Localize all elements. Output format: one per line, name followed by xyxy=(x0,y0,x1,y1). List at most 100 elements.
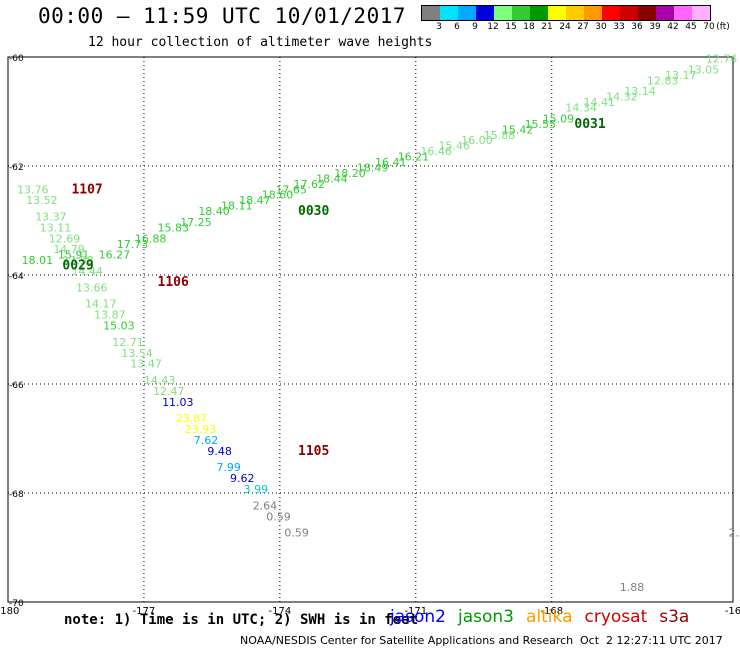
track-time-label: 1106 xyxy=(158,275,189,290)
swh-data-label: 18.60 xyxy=(262,189,294,202)
swh-data-label: 13.11 xyxy=(40,221,72,234)
swh-data-label: 15.55 xyxy=(525,118,557,131)
swh-data-label: 12.83 xyxy=(647,74,679,87)
legend-label: 18 xyxy=(523,22,535,32)
track-time-label: 1105 xyxy=(298,444,329,459)
legend-swatch xyxy=(458,6,476,20)
color-scale-legend xyxy=(421,5,711,21)
swh-data-label: 15.46 xyxy=(438,140,470,153)
swh-data-label: 14.41 xyxy=(583,96,615,109)
legend-swatch xyxy=(566,6,584,20)
swh-data-label: 23.87 xyxy=(176,412,208,425)
legend-swatch xyxy=(602,6,620,20)
swh-data-label: 17.25 xyxy=(180,216,212,229)
legend-label: 6 xyxy=(454,22,460,32)
swh-data-label: 13.05 xyxy=(688,63,720,76)
legend-swatch xyxy=(512,6,530,20)
swh-data-label: 17.65 xyxy=(275,183,307,196)
swh-data-label: 13.66 xyxy=(76,281,108,294)
satellite-label-jason2: jason2 xyxy=(390,607,446,627)
swh-data-label: 15.42 xyxy=(502,123,534,136)
x-tick-label: -180 xyxy=(0,606,19,617)
swh-data-label: 13.76 xyxy=(17,183,49,196)
footer-note: note: 1) Time is in UTC; 2) SWH is in fe… xyxy=(64,612,419,628)
legend-label: 33 xyxy=(613,22,625,32)
swh-data-label: 1.88 xyxy=(620,581,645,594)
swh-data-label: 18.11 xyxy=(221,200,253,213)
swh-data-label: 11.03 xyxy=(162,396,194,409)
swh-data-label: 13.47 xyxy=(130,358,162,371)
swh-data-label: 16.41 xyxy=(375,156,407,169)
legend-label: (ft) xyxy=(716,22,730,32)
legend-swatch xyxy=(692,6,710,20)
chart-subtitle: 12 hour collection of altimeter wave hei… xyxy=(88,35,433,50)
swh-data-label: 15.03 xyxy=(103,320,135,333)
swh-data-label: 18.49 xyxy=(357,161,389,174)
legend-label: 42 xyxy=(667,22,679,32)
plot-frame xyxy=(7,56,734,603)
swh-data-label: 18.44 xyxy=(316,172,348,185)
y-tick-label: -68 xyxy=(9,490,24,500)
legend-swatch xyxy=(656,6,674,20)
swh-data-label: 9.48 xyxy=(207,445,232,458)
swh-data-label: 13.17 xyxy=(665,69,697,82)
legend-swatch xyxy=(584,6,602,20)
swh-data-label: 16.00 xyxy=(461,134,493,147)
track-time-label: 1107 xyxy=(71,182,102,197)
legend-label: 70 xyxy=(703,22,715,32)
swh-data-label: 16.21 xyxy=(398,151,430,164)
y-tick-label: -70 xyxy=(9,599,24,609)
swh-data-label: 7.62 xyxy=(194,434,219,447)
swh-data-label: 14.44 xyxy=(71,265,103,278)
legend-label: 30 xyxy=(595,22,607,32)
color-scale-labels: 3 6 9 12 15 18 21 24 27 30 33 36 39 42 45 70 (ft) xyxy=(421,22,740,34)
swh-data-label: 3.99 xyxy=(244,483,269,496)
x-tick-label: -171 xyxy=(404,606,427,617)
swh-data-label: 14.17 xyxy=(85,298,117,311)
satellite-label-s3a: s3a xyxy=(659,607,690,627)
y-tick-label: -62 xyxy=(9,163,24,173)
legend-label: 12 xyxy=(487,22,499,32)
swh-data-label: 2.2 xyxy=(728,527,740,540)
track-time-label: 0029 xyxy=(62,259,93,274)
swh-data-label: 18.01 xyxy=(22,254,54,267)
legend-label: 24 xyxy=(559,22,571,32)
swh-data-label: 12.74 xyxy=(706,52,738,65)
swh-data-label: 0.59 xyxy=(266,510,291,523)
legend-label: 15 xyxy=(505,22,517,32)
swh-data-label: 17.62 xyxy=(293,178,325,191)
swh-data-label: 14.32 xyxy=(606,91,638,104)
generated-timestamp: Oct 2 12:27:11 UTC 2017 xyxy=(580,634,723,647)
swh-data-label: 12.47 xyxy=(153,385,185,398)
legend-swatch xyxy=(548,6,566,20)
swh-data-label: 9.62 xyxy=(230,472,255,485)
legend-label: 27 xyxy=(577,22,589,32)
legend-swatch xyxy=(422,6,440,20)
swh-data-label: 16.46 xyxy=(420,145,452,158)
swh-data-label: 23.93 xyxy=(185,423,217,436)
swh-data-label: 15.88 xyxy=(484,129,516,142)
swh-data-label: 0.59 xyxy=(284,527,309,540)
swh-data-label: 13.87 xyxy=(94,309,126,322)
swh-data-label: 13.14 xyxy=(624,85,656,98)
satellite-label-altika: altika xyxy=(526,607,573,627)
swh-data-label: 18.40 xyxy=(198,205,230,218)
track-time-label: 0030 xyxy=(298,204,329,219)
chart-title: 00:00 – 11:59 UTC 10/01/2017 xyxy=(38,4,407,28)
swh-data-label: 13.37 xyxy=(35,211,67,224)
satellite-label-cryosat: cryosat xyxy=(584,607,648,627)
x-tick-label: -174 xyxy=(269,606,292,617)
swh-data-label: 17.73 xyxy=(117,238,149,251)
legend-label: 39 xyxy=(649,22,661,32)
legend-label: 36 xyxy=(631,22,643,32)
swh-data-label: 16.88 xyxy=(135,232,167,245)
legend-label: 45 xyxy=(685,22,697,32)
swh-data-label: 12.71 xyxy=(112,336,144,349)
swh-data-label: 15.83 xyxy=(158,221,190,234)
satellite-label-jason3: jason3 xyxy=(458,607,514,627)
y-tick-label: -60 xyxy=(9,54,24,64)
swh-data-label: 18.20 xyxy=(334,167,366,180)
y-tick-label: -64 xyxy=(9,272,24,282)
swh-data-label: 13.52 xyxy=(26,194,58,207)
swh-data-label: 16.27 xyxy=(99,249,131,262)
